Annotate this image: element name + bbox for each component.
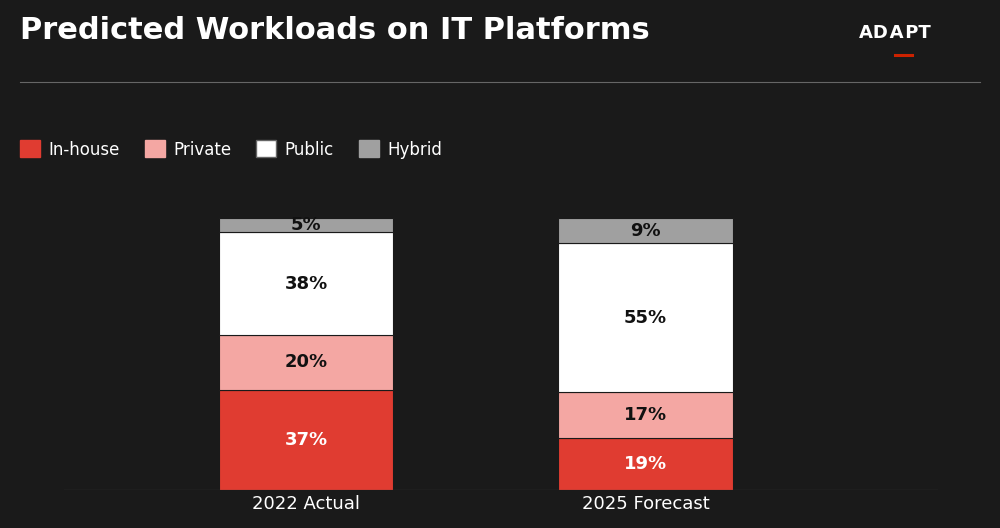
Text: 55%: 55% bbox=[624, 308, 667, 326]
Text: 17%: 17% bbox=[624, 407, 667, 425]
Bar bbox=[558, 392, 733, 438]
Bar bbox=[558, 219, 733, 243]
Bar bbox=[219, 335, 393, 390]
Text: 9%: 9% bbox=[630, 222, 661, 240]
Text: 38%: 38% bbox=[284, 275, 328, 293]
Bar bbox=[219, 232, 393, 335]
Text: 37%: 37% bbox=[284, 431, 328, 449]
Text: 19%: 19% bbox=[624, 455, 667, 473]
Bar bbox=[558, 243, 733, 392]
Text: Predicted Workloads on IT Platforms: Predicted Workloads on IT Platforms bbox=[20, 16, 650, 45]
Text: 5%: 5% bbox=[291, 216, 321, 234]
Text: 20%: 20% bbox=[284, 353, 328, 371]
Legend: In-house, Private, Public, Hybrid: In-house, Private, Public, Hybrid bbox=[14, 134, 449, 165]
Bar bbox=[219, 219, 393, 232]
Bar bbox=[219, 390, 393, 490]
Bar bbox=[558, 438, 733, 490]
Text: AD A PT: AD A PT bbox=[859, 24, 931, 42]
